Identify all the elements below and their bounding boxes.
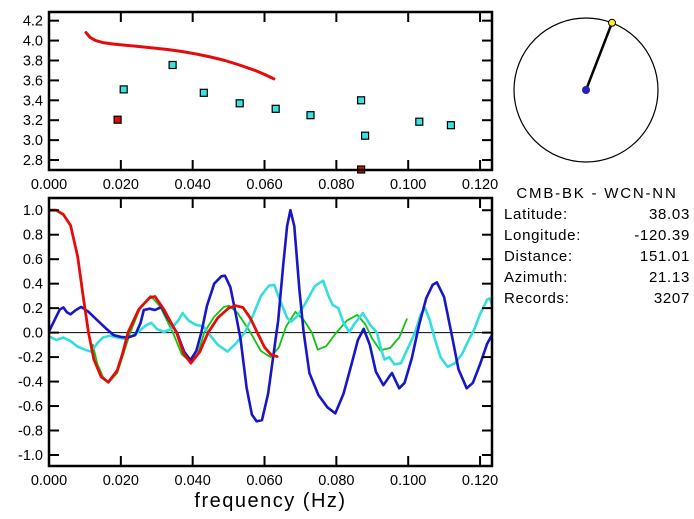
azimuth-circle-outline	[513, 17, 659, 163]
info-row: Azimuth: 21.13	[504, 267, 690, 288]
x-tick-label: 0.080	[318, 177, 354, 193]
series-model-dispersion-curve	[84, 31, 276, 81]
dispersion-chart[interactable]: 0.000 0.020 0.040 0.060 0.080 0.100 0.120 2.8 3.…	[0, 0, 500, 196]
x-tick-label: 0.000	[31, 473, 67, 489]
y-tick-label: 1.0	[23, 203, 43, 219]
info-label: Distance:	[504, 248, 573, 265]
y-tick-label: -1.0	[18, 448, 43, 464]
info-value: 38.03	[648, 206, 690, 223]
data-point-marker[interactable]	[361, 131, 370, 140]
data-point-marker[interactable]	[168, 60, 177, 70]
y-tick-label: 3.2	[23, 113, 43, 129]
x-tick-label: 0.080	[318, 473, 354, 489]
y-tick-label: 3.8	[23, 53, 43, 69]
y-tick-label: 0.0	[23, 326, 43, 342]
series-velocity-picks	[119, 60, 455, 140]
info-value: 21.13	[648, 269, 690, 286]
y-tick-label: -0.6	[18, 399, 43, 415]
x-tick-label: 0.100	[390, 177, 426, 193]
x-tick-label: 0.040	[175, 473, 211, 489]
data-point-marker[interactable]	[235, 99, 244, 108]
y-tick-label: 3.6	[23, 73, 43, 89]
azimuth-line	[584, 22, 614, 91]
x-tick-label: 0.100	[390, 473, 426, 489]
y-tick-label: 0.6	[23, 252, 43, 268]
info-label: Longitude:	[504, 227, 582, 244]
series-green-trace	[91, 295, 408, 384]
x-tick-label: 0.120	[462, 177, 498, 193]
data-point-marker[interactable]	[357, 96, 366, 105]
x-tick-label: 0.020	[103, 177, 139, 193]
y-tick-label: 3.4	[23, 93, 43, 109]
data-point-marker[interactable]	[113, 115, 122, 124]
azimuth-end-dot	[608, 18, 616, 27]
data-point-marker[interactable]	[415, 117, 424, 126]
station-info-rows: Latitude: 38.03 Longitude: -120.39 Distance:…	[504, 204, 690, 309]
y-tick-label: 0.2	[23, 301, 43, 317]
x-tick-label: 0.000	[31, 177, 67, 193]
info-label: Azimuth:	[504, 269, 568, 286]
data-point-marker[interactable]	[271, 104, 280, 113]
data-point-marker[interactable]	[446, 121, 455, 130]
x-tick-label: 0.120	[462, 473, 498, 489]
correlation-chart[interactable]: 0.000 0.020 0.040 0.060 0.080 0.100 0.120 -1.0 -…	[0, 196, 500, 519]
series-blue-trace	[49, 208, 492, 423]
y-tick-label: 4.0	[23, 34, 43, 50]
info-row: Distance: 151.01	[504, 246, 690, 267]
station-pair-title: CMB-BK - WCN-NN	[516, 185, 678, 202]
x-tick-label: 0.040	[175, 177, 211, 193]
info-value: -120.39	[634, 227, 690, 244]
y-tick-label: -0.8	[18, 424, 43, 440]
info-value: 3207	[653, 290, 690, 307]
y-tick-label: -0.2	[18, 350, 43, 366]
data-point-marker[interactable]	[119, 85, 128, 94]
x-axis-label: frequency (Hz)	[194, 490, 346, 512]
axes-ticks: 0.000 0.020 0.040 0.060 0.080 0.100 0.120 -1.0 -…	[18, 198, 498, 489]
azimuth-compass	[513, 17, 659, 163]
x-tick-label: 0.020	[103, 473, 139, 489]
y-tick-label: 2.8	[23, 153, 43, 169]
info-label: Records:	[504, 290, 570, 307]
axes-ticks: 0.000 0.020 0.040 0.060 0.080 0.100 0.120 2.8 3.…	[23, 12, 498, 193]
info-value: 151.01	[639, 248, 690, 265]
plot-frame	[47, 10, 494, 172]
y-tick-label: 0.8	[23, 228, 43, 244]
info-row: Records: 3207	[504, 288, 690, 309]
station-center-dot	[582, 86, 590, 94]
y-tick-label: 4.2	[23, 14, 43, 30]
data-point-marker[interactable]	[199, 88, 208, 97]
plot-frame	[47, 196, 494, 468]
station-info-panel: CMB-BK - WCN-NN Latitude: 38.03 Longitude:…	[504, 183, 690, 309]
series-rejected-picks	[113, 115, 366, 174]
info-label: Latitude:	[504, 206, 568, 223]
x-tick-label: 0.060	[246, 177, 282, 193]
x-tick-label: 0.060	[246, 473, 282, 489]
y-tick-label: 0.4	[23, 277, 43, 293]
data-point-marker[interactable]	[306, 111, 315, 120]
info-row: Latitude: 38.03	[504, 204, 690, 225]
y-tick-label: 3.0	[23, 133, 43, 149]
y-tick-label: -0.4	[18, 375, 43, 391]
info-row: Longitude: -120.39	[504, 225, 690, 246]
series-red-trace	[49, 208, 279, 384]
